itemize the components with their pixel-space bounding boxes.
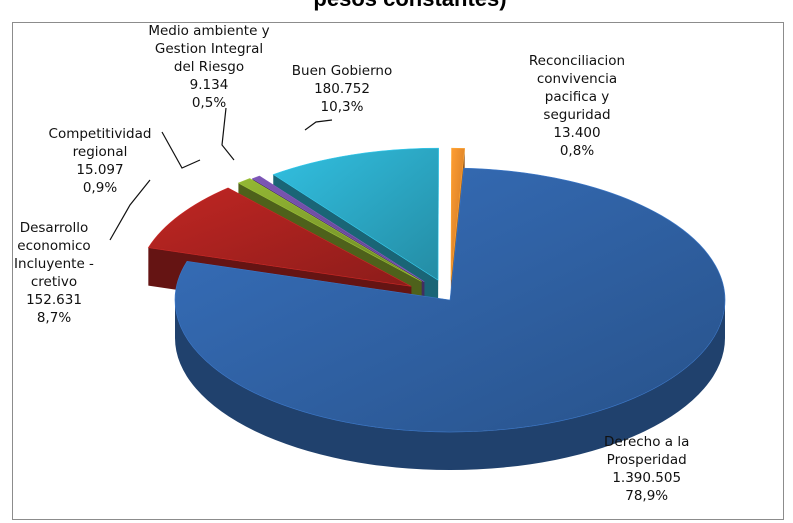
label-desarrollo-line4: cretivo <box>30 274 78 290</box>
leader-line <box>109 179 151 241</box>
label-derecho-line1: Derecho a la <box>604 434 690 450</box>
leader-line <box>161 131 201 169</box>
label-buen-value: 180.752 <box>314 81 370 97</box>
leader-line <box>221 107 235 161</box>
label-desarrollo-line1: Desarrollo <box>19 220 89 236</box>
label-recon-percent: 0,8% <box>559 143 595 159</box>
pie-slice-0 <box>174 167 726 470</box>
label-recon-line1: Reconciliacion <box>528 53 626 69</box>
pie-slice-side <box>175 300 725 470</box>
label-derecho-value: 1.390.505 <box>612 470 682 486</box>
label-derecho: Derecho a la Prosperidad 1.390.505 78,9% <box>604 433 689 505</box>
label-buen-line1: Buen Gobierno <box>291 63 393 79</box>
label-competitividad: Competitividad regional 15.097 0,9% <box>40 125 160 197</box>
label-competitividad-line1: Competitividad <box>48 126 152 142</box>
label-reconciliacion: Reconciliacion convivencia pacifica y se… <box>512 52 642 160</box>
label-derecho-line2: Prosperidad <box>606 452 687 468</box>
pie-slice-top <box>251 175 425 282</box>
pie-slice-top <box>174 167 726 433</box>
label-competitividad-value: 15.097 <box>76 162 124 178</box>
label-competitividad-line2: regional <box>72 144 128 160</box>
label-medio-ambiente: Medio ambiente y Gestion Integral del Ri… <box>134 22 284 112</box>
label-desarrollo-line3: Incluyente - <box>14 256 94 272</box>
label-desarrollo-line2: economico <box>17 238 91 254</box>
pie-slice-top <box>147 187 412 287</box>
pie-slice-top <box>450 147 466 281</box>
leader-line <box>304 119 333 131</box>
label-medio-line2: Gestion Integral <box>154 41 264 57</box>
label-medio-line3: del Riesgo <box>173 59 245 75</box>
label-derecho-percent: 78,9% <box>625 488 669 504</box>
label-medio-percent: 0,5% <box>191 95 227 111</box>
label-buen-gobierno: Buen Gobierno 180.752 10,3% <box>282 62 402 116</box>
label-desarrollo-percent: 8,7% <box>36 310 72 326</box>
pie-slice-top <box>272 147 439 281</box>
label-medio-line1: Medio ambiente y <box>148 23 270 39</box>
label-medio-value: 9.134 <box>189 77 229 93</box>
label-desarrollo: Desarrollo economico Incluyente - cretiv… <box>4 219 104 327</box>
label-recon-line3: pacifica y <box>544 89 610 105</box>
chart-title-fragment: pesos constantes) <box>230 0 590 12</box>
pie-slice-top <box>237 178 422 282</box>
label-recon-line2: convivencia <box>536 71 618 87</box>
label-recon-line4: seguridad <box>543 107 611 123</box>
label-buen-percent: 10,3% <box>320 99 364 115</box>
label-recon-value: 13.400 <box>553 125 601 141</box>
label-competitividad-percent: 0,9% <box>82 180 118 196</box>
label-desarrollo-value: 152.631 <box>26 292 82 308</box>
